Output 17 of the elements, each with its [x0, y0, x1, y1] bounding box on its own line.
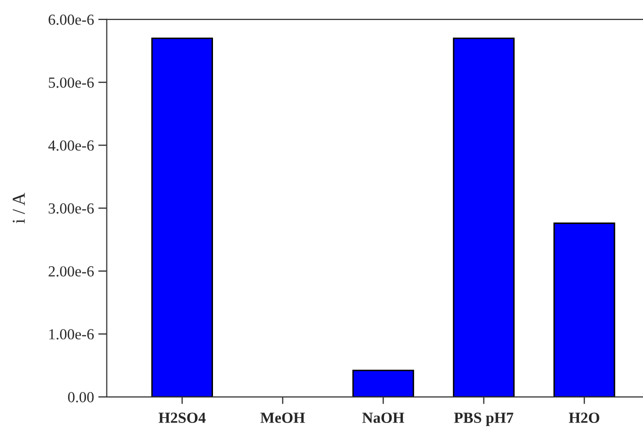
y-tick-label: 2.00e-6 [48, 266, 94, 277]
x-tick-label: PBS pH7 [454, 412, 514, 426]
y-tick-label: 5.00e-6 [48, 77, 94, 88]
y-tick-label: 0.00 [68, 392, 94, 402]
x-tick-label: H2O [568, 412, 600, 423]
x-tick-label: MeOH [260, 412, 305, 423]
y-tick-label: 3.00e-6 [48, 203, 94, 214]
y-axis-title: i / A [12, 192, 25, 224]
bar [151, 38, 213, 397]
x-tick-label: NaOH [362, 412, 404, 423]
bar [553, 222, 616, 397]
y-tick-label: 6.00e-6 [48, 14, 94, 25]
y-tick-label: 1.00e-6 [49, 329, 94, 340]
y-tick-label: 4.00e-6 [48, 140, 94, 151]
bar [352, 370, 414, 397]
bar [452, 38, 515, 397]
x-tick-label: H2SO4 [158, 412, 206, 423]
